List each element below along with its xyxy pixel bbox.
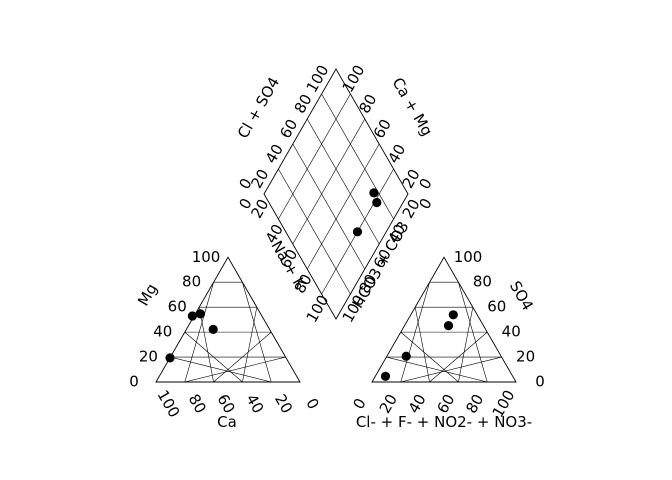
cation-ca-tick-label: 20 <box>271 391 296 417</box>
cation-ca-tick-label: 100 <box>153 387 183 421</box>
diamond-grid-line <box>278 93 351 220</box>
anion-data-point <box>401 351 411 361</box>
anion-grid-line <box>400 356 502 383</box>
diamond-ca-mg-tick-label: 100 <box>339 62 369 96</box>
diamond-grid-line <box>278 168 351 295</box>
cation-grid-line <box>242 307 258 383</box>
anion-grid-line <box>458 282 488 383</box>
diamond-data-point <box>352 227 363 237</box>
anion-so4-tick-label: 100 <box>454 248 483 266</box>
anion-grid-line <box>400 331 459 383</box>
diamond-outline <box>263 68 409 320</box>
anion-grid-line <box>386 356 488 383</box>
cation-data-point <box>195 309 206 319</box>
cation-mg-tick-label: 80 <box>182 273 201 291</box>
anion-triangle-outline <box>371 256 517 383</box>
diamond-cl-so4-tick-label: 80 <box>291 91 316 117</box>
anion-so4-tick-label: 0 <box>535 373 545 391</box>
diamond-data-point <box>372 197 382 208</box>
cation-data-point <box>187 311 197 321</box>
cation-grid-line <box>184 356 286 383</box>
cation-ca-tick-label: 40 <box>242 391 267 417</box>
anion-so4-tick-label: 80 <box>473 273 492 291</box>
anion-data-point <box>380 371 391 381</box>
diamond-cl-so4-tick-label: 100 <box>303 62 333 96</box>
anion-so4-tick-label: 20 <box>516 348 535 366</box>
diamond-grid-line <box>292 118 366 245</box>
cation-data-point <box>208 324 218 334</box>
cation-grid-line <box>213 331 272 383</box>
diamond-ca-mg-tick-label: 40 <box>384 141 409 167</box>
cation-grid-line <box>242 282 272 383</box>
anion-so4-tick-label: 40 <box>502 323 521 341</box>
cation-grid-line <box>170 356 272 383</box>
diamond-na-k-tick-label: 20 <box>247 196 272 222</box>
diamond-grid-line <box>321 93 394 220</box>
cation-mg-tick-label: 60 <box>168 298 187 316</box>
grid-layer <box>170 93 502 383</box>
cation-grid-line <box>198 307 214 383</box>
cation-grid-line <box>184 331 243 383</box>
anion-data-point <box>443 321 454 331</box>
diamond-na-k-tick-label: 100 <box>303 292 333 326</box>
anion-so4-axis-label: SO4 <box>506 278 537 314</box>
diamond-ca-mg-tick-label: 80 <box>355 91 380 117</box>
cation-data-point <box>165 353 175 363</box>
cation-ca-axis-label: Ca <box>217 413 237 431</box>
cation-mg-tick-label: 100 <box>192 248 221 266</box>
diamond-grid-line <box>292 143 366 270</box>
outline-layer <box>155 68 517 383</box>
anion-data-point <box>448 310 458 320</box>
diamond-cl-so4-tick-label: 60 <box>276 116 301 142</box>
anion-grid-line <box>414 307 430 383</box>
anion-cl-tick-label: 0 <box>349 395 369 412</box>
tick-label-layer: 0020204040606080801001000020204040606080… <box>129 62 545 421</box>
cation-ca-tick-label: 80 <box>185 391 210 417</box>
anion-so4-tick-label: 60 <box>487 298 506 316</box>
diamond-ca-mg-tick-label: 20 <box>399 166 424 192</box>
diamond-cl-so4-tick-label: 40 <box>262 141 287 167</box>
anion-cl-axis-label: Cl- + F- + NO2- + NO3- <box>356 413 532 431</box>
cation-triangle-outline <box>155 256 301 383</box>
anion-grid-line <box>458 307 474 383</box>
cation-mg-tick-label: 20 <box>139 348 158 366</box>
data-point-layer <box>165 188 458 381</box>
diamond-grid-line <box>306 118 380 245</box>
diamond-ca-mg-axis-label: Ca + Mg <box>389 74 437 139</box>
diamond-ca-mg-tick-label: 60 <box>370 116 395 142</box>
anion-grid-line <box>429 331 488 383</box>
cation-mg-axis-label: Mg <box>134 281 161 309</box>
diamond-grid-line <box>306 143 380 270</box>
cation-ca-tick-label: 0 <box>302 395 322 412</box>
diamond-data-point <box>369 188 379 198</box>
cation-mg-tick-label: 0 <box>129 373 139 391</box>
diamond-na-k-axis-label: Na + K <box>268 238 310 293</box>
cation-mg-tick-label: 40 <box>153 323 172 341</box>
